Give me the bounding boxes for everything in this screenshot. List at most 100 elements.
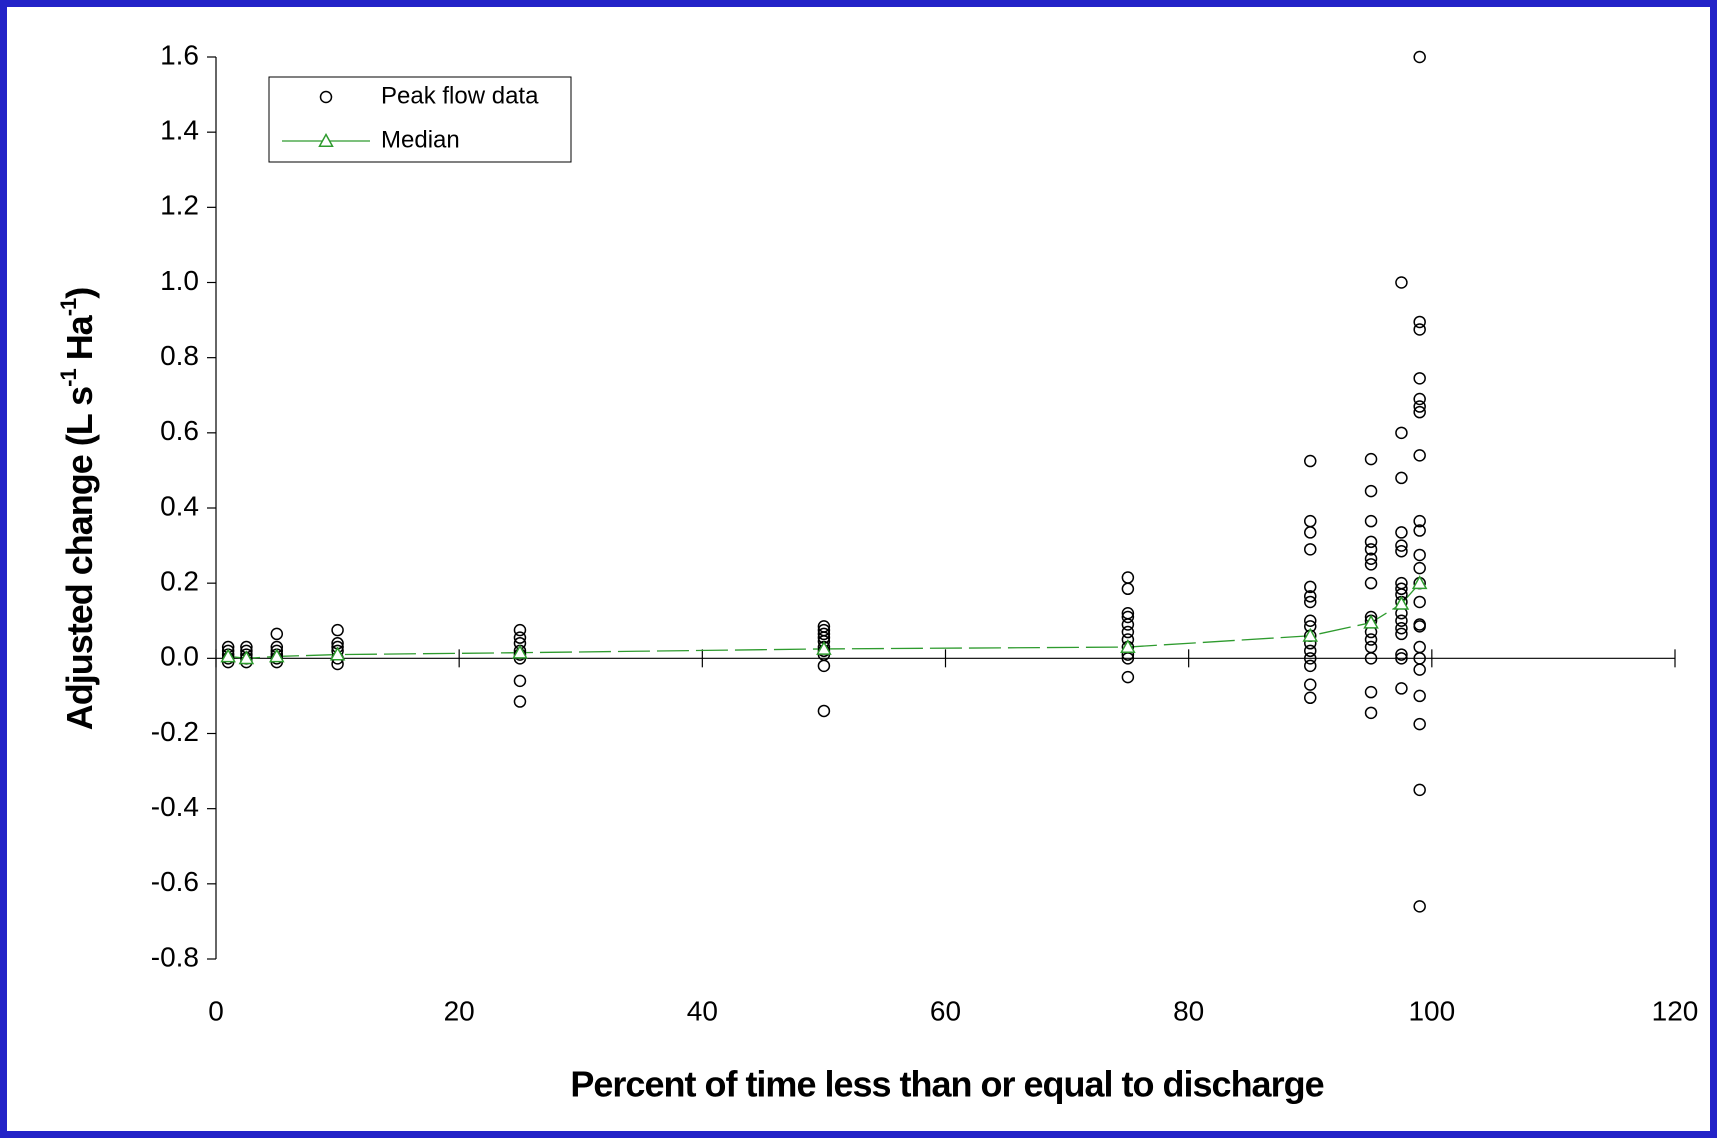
data-point	[1364, 452, 1378, 466]
data-point	[1364, 652, 1378, 665]
data-point	[1121, 582, 1135, 596]
data-point	[1364, 706, 1378, 720]
data-point	[1304, 652, 1317, 665]
data-point	[1395, 471, 1408, 485]
y-tick-label: -0.8	[151, 941, 199, 972]
data-point	[1304, 590, 1317, 603]
data-point	[1413, 900, 1426, 913]
median-point	[1363, 614, 1379, 629]
data-point	[1413, 405, 1426, 419]
data-point	[1304, 595, 1317, 609]
data-point	[1413, 449, 1426, 462]
data-point	[1413, 50, 1426, 64]
x-tick-label: 100	[1408, 995, 1455, 1026]
data-point	[1304, 580, 1317, 594]
data-point	[1395, 622, 1408, 635]
data-point	[1395, 648, 1408, 661]
data-point	[1413, 524, 1426, 537]
data-point	[1364, 558, 1378, 571]
data-point	[1413, 717, 1426, 731]
data-point	[1304, 691, 1317, 705]
data-point	[513, 631, 527, 644]
data-point	[1121, 618, 1135, 631]
legend-marker	[319, 90, 333, 104]
y-tick-label: 0.6	[160, 415, 199, 446]
data-point	[1395, 276, 1408, 289]
data-point	[1413, 689, 1426, 703]
data-point	[1395, 627, 1408, 641]
data-point	[1304, 678, 1317, 691]
data-point	[513, 674, 527, 688]
plot-background	[7, 7, 1710, 1131]
median-point	[1393, 595, 1410, 610]
data-point	[270, 627, 284, 641]
y-title-sup: -1	[56, 369, 81, 387]
data-point	[1395, 544, 1408, 558]
data-point	[1413, 561, 1426, 575]
data-point	[1395, 426, 1408, 440]
data-point	[1413, 372, 1426, 385]
legend-marker	[318, 132, 334, 147]
x-tick-label: 40	[687, 995, 718, 1026]
legend-label: Median	[381, 126, 460, 153]
data-point	[1395, 614, 1408, 627]
y-tick-label: 0.8	[160, 340, 199, 371]
data-point	[1121, 625, 1135, 639]
data-point	[1121, 670, 1135, 684]
median-point	[1411, 575, 1428, 590]
data-point	[1413, 315, 1426, 329]
data-point	[817, 627, 831, 641]
y-tick-label: 1.6	[160, 39, 199, 70]
data-point	[1304, 614, 1317, 627]
median-point	[816, 640, 832, 655]
y-tick-label: 1.0	[160, 265, 199, 296]
y-tick-label: -0.4	[151, 791, 199, 822]
data-point	[1364, 633, 1378, 646]
data-point	[1413, 663, 1426, 676]
data-point	[1395, 582, 1408, 596]
data-point	[1364, 484, 1378, 498]
data-point	[1364, 535, 1378, 549]
median-point	[269, 648, 285, 663]
y-tick-label: 0.2	[160, 566, 199, 597]
x-tick-label: 0	[208, 995, 224, 1026]
data-point	[1364, 685, 1378, 699]
x-axis-title: Percent of time less than or equal to di…	[570, 1064, 1323, 1105]
y-axis-title: Adjusted change (L s-1 Ha-1)	[56, 288, 100, 731]
data-point	[1304, 659, 1317, 673]
data-point	[1413, 620, 1426, 633]
y-tick-label: 0.4	[160, 490, 199, 521]
x-tick-label: 80	[1173, 995, 1204, 1026]
data-point	[513, 695, 527, 708]
x-tick-label: 60	[930, 995, 961, 1026]
y-tick-label: -0.6	[151, 866, 199, 897]
data-point	[1304, 644, 1317, 658]
y-title-part: Ha	[59, 314, 100, 369]
x-tick-label: 20	[444, 995, 475, 1026]
data-point	[1395, 652, 1408, 665]
data-point	[1413, 323, 1426, 336]
data-point	[1364, 514, 1378, 528]
y-tick-label: 1.4	[160, 115, 199, 146]
data-point	[1364, 552, 1378, 565]
data-point	[1395, 539, 1408, 552]
legend-box	[268, 76, 572, 163]
data-point	[1364, 576, 1378, 590]
y-title-part: )	[59, 288, 100, 299]
data-point	[1413, 595, 1426, 609]
x-tick-label: 120	[1652, 995, 1699, 1026]
data-point	[1304, 454, 1317, 468]
data-point	[1395, 526, 1408, 539]
y-title-part: Adjusted change (L s	[59, 387, 100, 730]
median-point	[1302, 627, 1319, 642]
median-point	[1120, 639, 1136, 654]
median-point	[512, 644, 528, 659]
data-point	[1413, 514, 1426, 528]
median-point	[220, 648, 236, 663]
data-point	[1304, 543, 1317, 556]
legend-label: Peak flow data	[381, 82, 539, 109]
data-point	[1413, 392, 1426, 406]
median-point	[329, 646, 346, 661]
